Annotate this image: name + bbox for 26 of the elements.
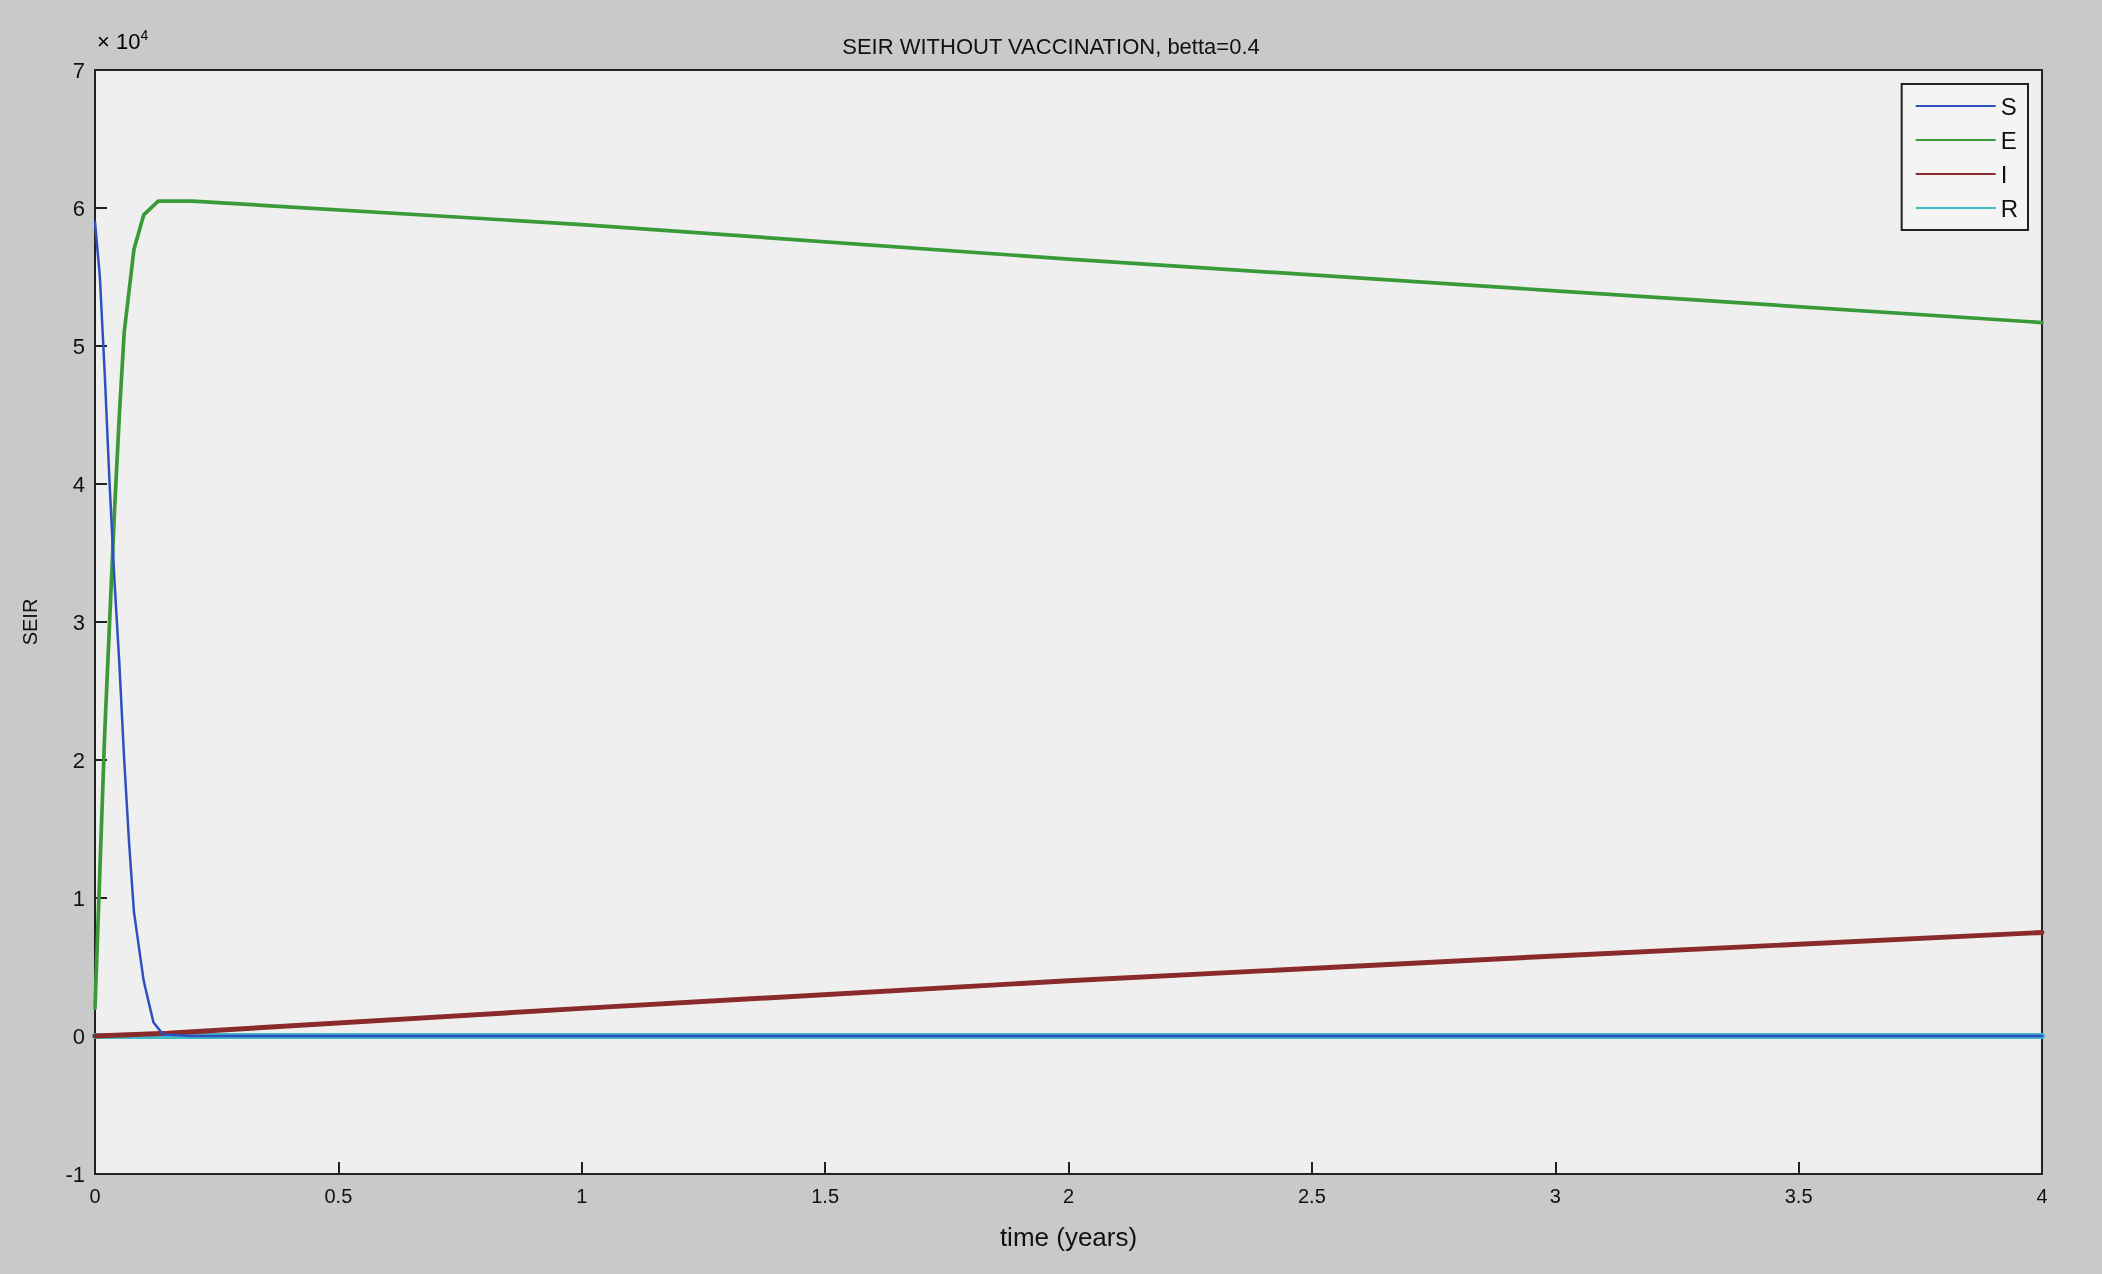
x-tick-label: 4 (2036, 1185, 2048, 1207)
x-tick-label: 1 (576, 1185, 588, 1207)
x-tick-label: 0.5 (324, 1185, 353, 1207)
x-tick-label: 0 (89, 1185, 101, 1207)
line-series (92, 930, 2045, 1039)
x-tick-label: 2.5 (1297, 1185, 1326, 1207)
x-tick-label: 2 (1062, 1185, 1075, 1207)
y-tick-label: -1 (65, 1161, 85, 1187)
y-tick-label: 7 (72, 57, 85, 83)
y-tick-label: 4 (72, 471, 85, 497)
x-tick-label: 1.5 (811, 1185, 840, 1207)
y-tick-label: 0 (72, 1023, 85, 1049)
x-tick-label: 3.5 (1784, 1185, 1813, 1207)
legend-label: R (2000, 194, 2019, 222)
y-tick-label: 6 (72, 195, 85, 221)
y-tick-label: 3 (72, 609, 85, 635)
legend-label: S (2000, 92, 2017, 120)
x-tick-label: 3 (1549, 1185, 1561, 1207)
y-tick-label: 1 (72, 885, 85, 911)
legend-label: E (2000, 126, 2017, 154)
chart-title: SEIR WITHOUT VACCINATION, betta=0.4 (842, 33, 1260, 59)
x-axis-title: time (years) (999, 1222, 1138, 1252)
legend-label: I (2000, 160, 2008, 188)
y-axis-title: SEIR (19, 598, 41, 646)
y-tick-label: 2 (72, 747, 85, 773)
y-tick-label: 5 (72, 333, 85, 359)
